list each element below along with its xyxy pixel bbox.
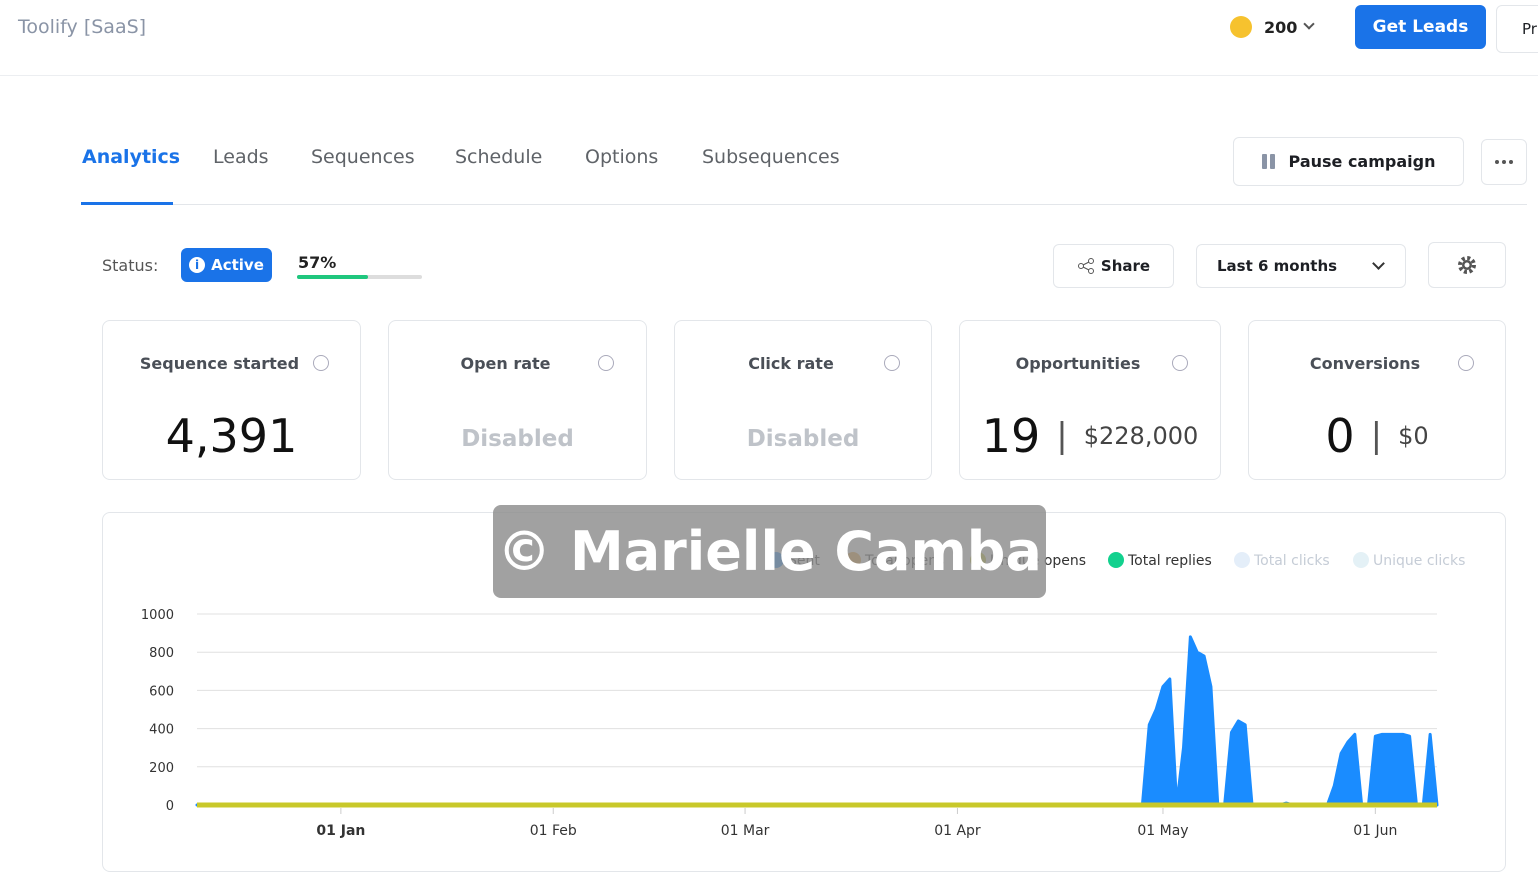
y-tick-label: 200 xyxy=(149,761,174,776)
x-tick-label: 01 Jan xyxy=(316,823,365,839)
top-bar xyxy=(0,0,1538,76)
info-icon xyxy=(598,355,614,371)
card-amount: $0 xyxy=(1398,422,1429,450)
card-value: 0 xyxy=(1325,409,1355,463)
legend-dot xyxy=(1234,552,1250,568)
info-icon xyxy=(1458,355,1474,371)
x-tick-label: 01 May xyxy=(1137,823,1188,839)
info-icon xyxy=(1172,355,1188,371)
legend-dot xyxy=(1353,552,1369,568)
tab[interactable]: Subsequences xyxy=(702,146,840,168)
tab[interactable]: Schedule xyxy=(455,146,543,168)
card-title: Opportunities xyxy=(1015,354,1141,373)
watermark-text: © Marielle Camba xyxy=(497,520,1042,583)
y-tick-label: 1000 xyxy=(141,608,174,623)
legend-label: Total replies xyxy=(1127,553,1212,569)
progress-fill xyxy=(297,275,369,279)
more-icon xyxy=(1495,160,1513,164)
card-value-row: 19 | $228,000 xyxy=(960,409,1220,463)
card-value: Disabled xyxy=(461,426,574,452)
x-tick-label: 01 Mar xyxy=(721,823,770,839)
progress-track xyxy=(297,275,422,279)
tab[interactable]: Options xyxy=(585,146,659,168)
y-tick-label: 400 xyxy=(149,723,174,738)
more-button[interactable] xyxy=(1481,139,1527,185)
info-icon: i xyxy=(189,257,206,273)
separator: | xyxy=(1056,416,1068,456)
card-title: Click rate xyxy=(748,354,834,373)
card-title: Sequence started xyxy=(139,354,300,373)
share-icon xyxy=(1077,258,1094,274)
stat-card: Sequence started 4,391 xyxy=(102,320,361,480)
info-icon xyxy=(884,355,900,371)
pause-icon xyxy=(1269,154,1275,169)
legend-dot xyxy=(1108,552,1124,568)
tab[interactable]: Sequences xyxy=(311,146,415,168)
x-tick-label: 01 Jun xyxy=(1353,823,1397,839)
pause-button[interactable]: Pause campaign xyxy=(1233,137,1464,186)
cut-button[interactable]: Pr xyxy=(1496,5,1538,53)
status-label: Status: xyxy=(102,256,159,275)
range-chevron xyxy=(1372,257,1385,270)
legend-label: Unique clicks xyxy=(1373,553,1465,569)
chart: 0 200 400 600 800 1000 01 Jan 01 Feb 01 Mar 01 Ap… xyxy=(141,552,1465,839)
area xyxy=(195,635,1439,807)
tabs-divider xyxy=(81,204,1527,205)
status-badge: i Active xyxy=(181,248,272,282)
pause-icon xyxy=(1261,154,1267,169)
stat-card: Opportunities 19 | $228,000 xyxy=(959,320,1221,480)
stat-card: Conversions 0 | $0 xyxy=(1248,320,1506,480)
stat-card: Click rate Disabled xyxy=(674,320,932,480)
card-amount: $228,000 xyxy=(1083,422,1199,450)
legend-label: Total clicks xyxy=(1253,553,1330,569)
x-tick-label: 01 Feb xyxy=(530,823,577,839)
x-tick-label: 01 Apr xyxy=(934,823,981,839)
tab[interactable]: Leads xyxy=(213,146,269,168)
badge-text: Active xyxy=(211,256,264,274)
credits[interactable]: 200 xyxy=(1264,18,1298,37)
card-value: 19 xyxy=(981,409,1041,463)
separator: | xyxy=(1370,416,1383,456)
tab[interactable]: Analytics xyxy=(82,146,181,168)
card-title: Open rate xyxy=(460,354,551,373)
card-value: 4,391 xyxy=(165,409,298,463)
get-leads-button[interactable]: Get Leads xyxy=(1355,5,1486,49)
range-label: Last 6 months xyxy=(1217,257,1338,275)
range-select[interactable]: Last 6 months xyxy=(1196,244,1406,288)
pause-label: Pause campaign xyxy=(1288,152,1436,171)
progress-label: 57% xyxy=(298,253,337,272)
gear-icon xyxy=(1458,256,1476,274)
share-label: Share xyxy=(1100,257,1151,275)
info-icon xyxy=(313,355,329,371)
y-tick-label: 600 xyxy=(149,684,174,699)
settings-button[interactable] xyxy=(1428,242,1506,288)
card-value-row: 0 | $0 xyxy=(1249,409,1505,463)
share-button[interactable]: Share xyxy=(1053,244,1174,288)
stat-card: Open rate Disabled xyxy=(388,320,647,480)
card-value: Disabled xyxy=(746,426,860,452)
y-tick-label: 800 xyxy=(149,646,174,661)
watermark: © Marielle Camba xyxy=(493,505,1046,598)
y-tick-label: 0 xyxy=(166,799,174,814)
card-title: Conversions xyxy=(1309,354,1421,373)
active-tab-underline xyxy=(81,202,173,205)
workspace-title: Toolify [SaaS] xyxy=(18,16,147,38)
coin-icon xyxy=(1230,16,1252,38)
